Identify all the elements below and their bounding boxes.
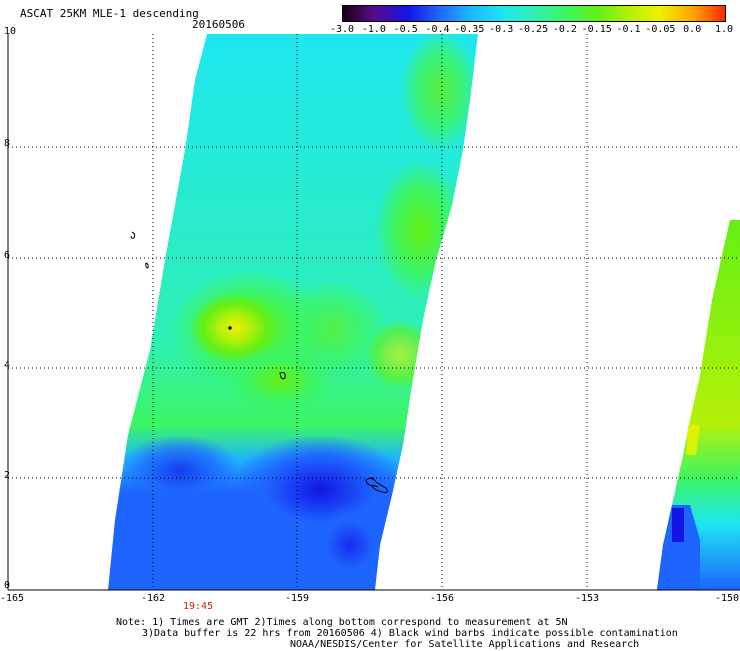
x-tick-label: -165 — [0, 593, 25, 604]
colorbar-tick-label: -0.4 — [425, 24, 450, 35]
x-tick-label: -156 — [430, 593, 455, 604]
note-line-3: NOAA/NESDIS/Center for Satellite Applica… — [290, 639, 640, 650]
main-swath — [108, 34, 478, 590]
right-swath — [657, 220, 740, 590]
colorbar-tick-label: -0.1 — [616, 24, 641, 35]
colorbar-tick-label: -3.0 — [330, 24, 355, 35]
y-tick-label: 6 — [4, 250, 11, 261]
colorbar-tick-label: -1.0 — [361, 24, 386, 35]
colorbar-tick-label: -0.25 — [518, 24, 549, 35]
y-tick-label: 10 — [4, 26, 17, 37]
x-tick-label: -150 — [715, 593, 740, 604]
note-line-1: Note: 1) Times are GMT 2)Times along bot… — [116, 617, 568, 628]
colorbar-tick-label: -0.5 — [393, 24, 418, 35]
y-tick-label: 2 — [4, 470, 11, 481]
colorbar-tick-label: -0.3 — [489, 24, 514, 35]
x-tick-label: -153 — [575, 593, 600, 604]
swath-time-label: 19:45 — [183, 601, 214, 612]
x-tick-label: -159 — [285, 593, 310, 604]
product-date: 20160506 — [192, 18, 245, 31]
product-title: ASCAT 25KM MLE-1 descending — [20, 7, 199, 20]
colorbar-tick-label: -0.15 — [581, 24, 612, 35]
colorbar-tick-label: -0.05 — [645, 24, 676, 35]
colorbar-tick-label: 0.0 — [683, 24, 702, 35]
colorbar-tick-label: -0.35 — [454, 24, 485, 35]
note-line-2: 3)Data buffer is 22 hrs from 20160506 4)… — [142, 628, 678, 639]
x-tick-label: -162 — [141, 593, 166, 604]
lat-lon-grid — [8, 34, 740, 590]
y-tick-label: 0 — [4, 580, 11, 591]
colorbar-tick-label: 1.0 — [715, 24, 734, 35]
y-tick-label: 8 — [4, 138, 11, 149]
y-tick-label: 4 — [4, 360, 11, 371]
colorbar-tick-label: -0.2 — [552, 24, 577, 35]
colorbar — [342, 5, 726, 22]
coastlines — [130, 231, 388, 493]
